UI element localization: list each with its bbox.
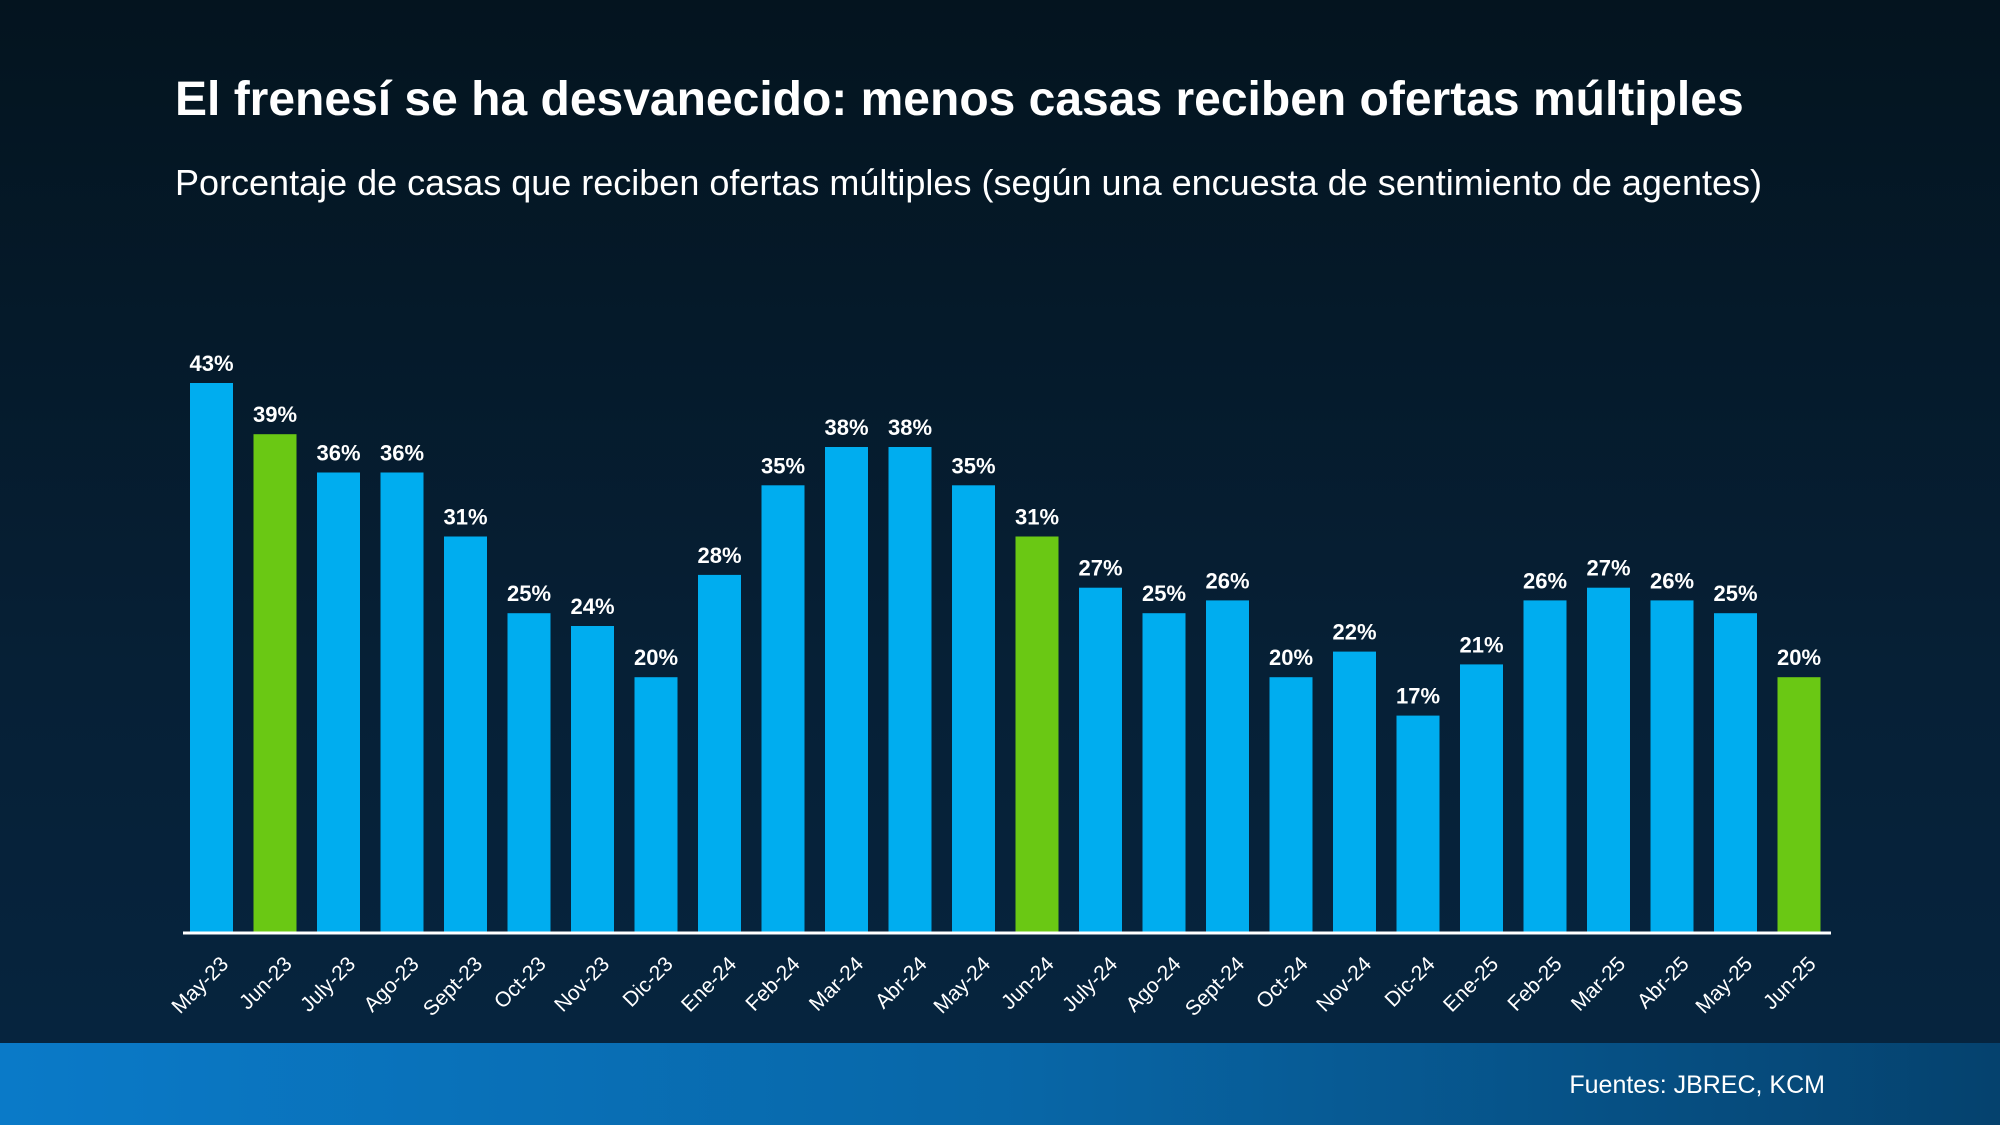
- bar-oct-23: [507, 613, 551, 933]
- bar-abr-25: [1650, 600, 1694, 933]
- value-label-abr-25: 26%: [1650, 568, 1694, 593]
- bar-ene-24: [698, 574, 741, 933]
- value-label-oct-23: 25%: [507, 581, 551, 606]
- x-tick-label-nov-23: Nov-23: [550, 952, 614, 1016]
- bar-dic-23: [634, 677, 678, 933]
- x-tick-label-july-24: July-24: [1058, 952, 1122, 1016]
- bars-group: [190, 383, 1821, 933]
- source-note: Fuentes: JBREC, KCM: [1569, 1071, 1825, 1099]
- value-label-feb-24: 35%: [761, 453, 805, 478]
- value-label-abr-24: 38%: [888, 415, 932, 440]
- value-label-jun-24: 31%: [1015, 505, 1059, 530]
- value-label-may-24: 35%: [951, 453, 995, 478]
- value-label-mar-25: 27%: [1586, 556, 1630, 581]
- value-label-sept-24: 26%: [1205, 568, 1249, 593]
- value-label-ago-23: 36%: [380, 441, 424, 466]
- bar-may-25: [1714, 613, 1757, 933]
- x-tick-label-abr-25: Abr-25: [1633, 952, 1694, 1013]
- value-label-ene-24: 28%: [697, 543, 741, 568]
- x-tick-label-oct-24: Oct-24: [1252, 952, 1313, 1013]
- value-label-dic-23: 20%: [634, 645, 678, 670]
- bar-dic-24: [1396, 715, 1440, 933]
- bar-jun-24: [1015, 536, 1059, 933]
- x-tick-label-may-23: May-23: [167, 952, 233, 1018]
- footer-bar: Fuentes: JBREC, KCM: [0, 1043, 2000, 1125]
- value-label-july-24: 27%: [1078, 556, 1122, 581]
- x-tick-label-feb-24: Feb-24: [741, 952, 805, 1016]
- value-label-jun-23: 39%: [253, 402, 297, 427]
- value-label-dic-24: 17%: [1396, 684, 1440, 709]
- x-tick-label-nov-24: Nov-24: [1312, 952, 1376, 1016]
- value-label-ene-25: 21%: [1459, 632, 1503, 657]
- value-label-feb-25: 26%: [1523, 568, 1567, 593]
- x-tick-label-jun-24: Jun-24: [997, 952, 1059, 1014]
- chart-title: El frenesí se ha desvanecido: menos casa…: [175, 73, 1744, 126]
- x-tick-label-feb-25: Feb-25: [1503, 952, 1566, 1015]
- x-tick-label-ene-24: Ene-24: [677, 952, 741, 1016]
- x-tick-label-july-23: July-23: [296, 952, 360, 1016]
- x-tick-label-mar-25: Mar-25: [1567, 952, 1630, 1015]
- bar-july-24: [1079, 587, 1122, 933]
- bar-jun-23: [253, 434, 297, 933]
- bar-may-23: [190, 383, 233, 933]
- bar-feb-25: [1523, 600, 1567, 933]
- x-tick-label-jun-23: Jun-23: [235, 952, 297, 1014]
- chart-subtitle: Porcentaje de casas que reciben ofertas …: [175, 162, 1762, 203]
- value-label-nov-24: 22%: [1332, 620, 1376, 645]
- bar-nov-24: [1333, 651, 1376, 933]
- bar-mar-24: [825, 447, 868, 933]
- x-tick-label-may-24: May-24: [929, 952, 995, 1018]
- value-label-jun-25: 20%: [1777, 645, 1821, 670]
- value-label-oct-24: 20%: [1269, 645, 1313, 670]
- x-tick-label-ago-23: Ago-23: [360, 952, 424, 1016]
- value-label-may-23: 43%: [189, 351, 233, 376]
- bar-nov-23: [571, 626, 614, 933]
- bar-chart: 43% 39% 36% 36% 31% 25% 24% 20% 28% 35% 38% 38% 35% 3…: [167, 351, 1821, 1021]
- bar-may-24: [952, 485, 995, 933]
- value-label-july-23: 36%: [316, 441, 360, 466]
- x-tick-label-may-25: May-25: [1691, 952, 1757, 1018]
- x-tick-label-sept-24: Sept-24: [1181, 952, 1249, 1020]
- value-label-may-25: 25%: [1713, 581, 1757, 606]
- bar-ene-25: [1460, 664, 1503, 933]
- bar-july-23: [317, 472, 360, 933]
- bar-jun-25: [1777, 677, 1821, 933]
- bar-sept-23: [444, 536, 487, 933]
- x-tick-label-sept-23: Sept-23: [419, 952, 487, 1020]
- x-tick-label-mar-24: Mar-24: [805, 952, 869, 1016]
- bar-mar-25: [1587, 587, 1630, 933]
- value-label-ago-24: 25%: [1142, 581, 1186, 606]
- bar-ago-24: [1142, 613, 1186, 933]
- value-label-nov-23: 24%: [570, 594, 614, 619]
- x-tick-label-ene-25: Ene-25: [1439, 952, 1503, 1016]
- bar-feb-24: [761, 485, 805, 933]
- bar-oct-24: [1269, 677, 1313, 933]
- bar-ago-23: [380, 472, 424, 933]
- x-tick-label-oct-23: Oct-23: [490, 952, 551, 1013]
- x-tick-label-jun-25: Jun-25: [1759, 952, 1821, 1014]
- x-tick-label-abr-24: Abr-24: [871, 952, 932, 1013]
- bar-sept-24: [1206, 600, 1249, 933]
- x-tick-label-dic-24: Dic-24: [1381, 952, 1440, 1011]
- value-labels-group: 43% 39% 36% 36% 31% 25% 24% 20% 28% 35% 38% 38% 35% 3…: [189, 351, 1821, 709]
- x-tick-label-ago-24: Ago-24: [1122, 952, 1186, 1016]
- value-label-mar-24: 38%: [824, 415, 868, 440]
- value-label-sept-23: 31%: [443, 505, 487, 530]
- x-tick-label-dic-23: Dic-23: [619, 952, 678, 1011]
- bar-abr-24: [888, 447, 932, 933]
